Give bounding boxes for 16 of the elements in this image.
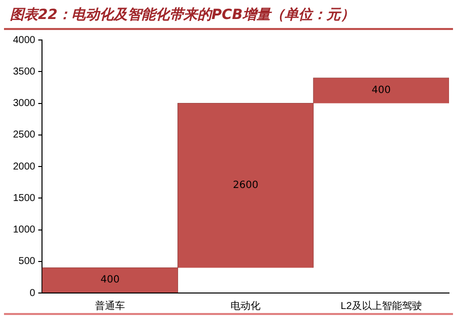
x-tick-label: L2及以上智能驾驶 <box>340 300 422 312</box>
data-label: 400 <box>372 85 391 96</box>
y-tick-label: 500 <box>18 256 36 268</box>
y-tick-label: 2500 <box>12 130 36 141</box>
y-tick-label: 1000 <box>12 224 36 236</box>
y-tick-label: 3500 <box>12 66 36 78</box>
y-tick-label: 4000 <box>12 34 36 46</box>
y-tick-label: 2000 <box>12 161 36 172</box>
chart-title: 图表22：电动化及智能化带来的PCB增量（单位：元） <box>4 4 453 30</box>
x-tick-label: 电动化 <box>230 300 261 312</box>
x-tick-label: 普通车 <box>95 300 126 312</box>
y-tick-label: 0 <box>30 288 36 299</box>
y-tick-label: 1500 <box>12 192 36 204</box>
y-tick-label: 3000 <box>12 98 36 109</box>
data-label: 400 <box>100 274 120 286</box>
data-label: 2600 <box>232 180 258 192</box>
